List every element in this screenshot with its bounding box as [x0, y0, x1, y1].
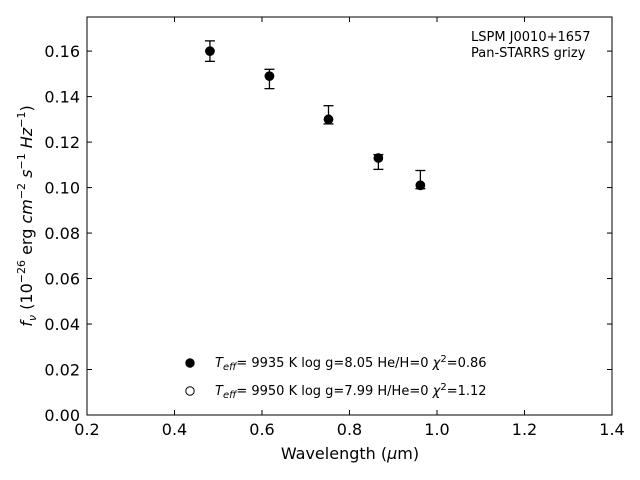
model-point-da	[205, 46, 215, 56]
y-tick-label: 0.04	[44, 315, 80, 334]
legend-marker-filled	[185, 358, 195, 368]
legend-label-db: Teff= 9950 K log g=7.99 H/He=0 χ2=1.12	[215, 382, 487, 401]
y-tick-label: 0.06	[44, 270, 80, 289]
x-tick-label: 0.4	[162, 420, 187, 439]
y-tick-label: 0.12	[44, 133, 80, 152]
x-tick-label: 0.6	[249, 420, 274, 439]
legend-label-da: Teff= 9935 K log g=8.05 He/H=0 χ2=0.86	[215, 354, 487, 373]
model-point-da	[323, 114, 334, 125]
y-tick-label: 0.08	[44, 224, 80, 243]
model-point-da	[373, 153, 384, 163]
y-tick-label: 0.16	[44, 42, 80, 61]
error-bars	[204, 40, 426, 190]
model-point-da	[264, 71, 275, 81]
y-axis-label: fν (10−26 erg cm−2 s−1 Hz−1)	[15, 105, 39, 326]
x-tick-label: 1.0	[424, 420, 449, 439]
y-tick-label: 0.02	[44, 361, 80, 380]
annotation-star-name: LSPM J0010+1657	[471, 30, 591, 45]
y-tick-label: 0.14	[44, 88, 80, 107]
x-tick-label: 1.4	[599, 420, 624, 439]
model-point-da	[415, 180, 426, 191]
y-tick-labels: 0.00 0.02 0.04 0.06 0.08 0.10 0.12 0.14 0.16	[44, 42, 80, 425]
legend: Teff= 9935 K log g=8.05 He/H=0 χ2=0.86 T…	[185, 354, 487, 401]
x-tick-label: 1.2	[512, 420, 537, 439]
x-axis-label: Wavelength (μm)	[281, 444, 419, 463]
legend-marker-open	[185, 386, 195, 396]
y-tick-label: 0.10	[44, 179, 80, 198]
annotation-survey: Pan-STARRS grizy	[471, 46, 586, 61]
x-tick-label: 0.8	[337, 420, 362, 439]
axis-ticks	[86, 17, 613, 416]
x-tick-label: 0.2	[74, 420, 99, 439]
y-tick-label: 0.00	[44, 406, 80, 425]
data-markers	[205, 46, 426, 191]
x-tick-labels: 0.2 0.4 0.6 0.8 1.0 1.2 1.4	[74, 420, 624, 439]
